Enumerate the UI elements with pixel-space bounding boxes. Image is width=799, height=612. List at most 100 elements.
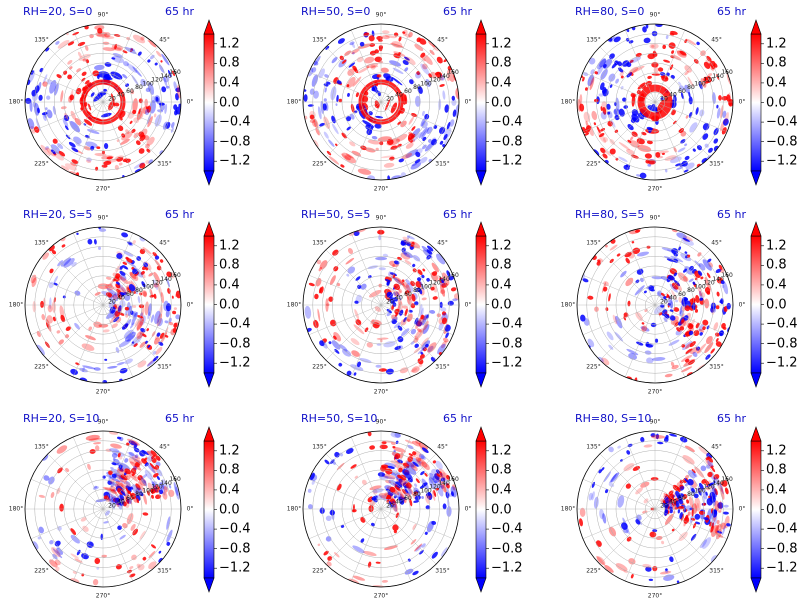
angular-gridline [380, 508, 454, 539]
angular-gridline [582, 101, 656, 132]
panel-title: RH=20, S=5 [23, 208, 93, 221]
colorbar-tick-label: −0.4 [766, 316, 798, 332]
colorbar-extend-bottom [475, 170, 487, 186]
angular-tick-label: 315° [435, 363, 450, 371]
angular-gridline [47, 249, 104, 306]
colorbar [475, 221, 489, 388]
colorbar-tick-label: 1.2 [491, 443, 512, 459]
radial-tick-label: 100 [142, 487, 154, 494]
angular-gridline [599, 101, 656, 158]
radial-tick-label: 20 [386, 502, 394, 509]
radial-tick-label: 20 [660, 502, 668, 509]
colorbar-extend-top [475, 426, 487, 442]
colorbar-extend-bottom [475, 577, 487, 593]
radial-tick-label: 40 [117, 92, 125, 99]
colorbar-tick-label: −1.2 [766, 153, 798, 169]
colorbar-tick-label: −1.2 [491, 355, 523, 371]
angular-tick-label: 270° [373, 388, 389, 396]
colorbar-tick-label: −0.8 [766, 541, 798, 557]
angular-gridline [325, 453, 382, 510]
colorbar-tick-label: 0.4 [491, 482, 512, 498]
colorbar-tick-label: −0.4 [219, 114, 251, 130]
angular-gridline [380, 101, 437, 158]
radial-tick-label: 20 [660, 95, 668, 102]
radial-tick-label: 20 [108, 502, 116, 509]
angular-tick-label: 270° [95, 388, 111, 396]
radial-tick-label: 60 [126, 291, 134, 298]
panel-title: RH=20, S=0 [23, 5, 93, 18]
colorbar-tick-label: 1.2 [766, 238, 787, 254]
angular-gridline [380, 29, 411, 103]
angular-tick-label: 225° [586, 363, 601, 371]
angular-gridline [380, 304, 454, 335]
angular-tick-label: 0° [464, 98, 472, 106]
colorbar-tick-label: 0.0 [766, 502, 787, 517]
angular-tick-label: 0° [464, 505, 472, 513]
polar-axis-outline [302, 23, 460, 181]
angular-tick-label: 315° [157, 567, 172, 575]
angular-gridline [380, 232, 411, 306]
colorbar-tick-label: 0.0 [766, 297, 787, 312]
angular-gridline [654, 101, 728, 132]
radial-tick-label: 120 [429, 280, 441, 287]
angular-tick-label: 315° [709, 160, 724, 168]
angular-gridline [30, 72, 104, 103]
polar-axis-outline [302, 430, 460, 588]
panel-time-label: 65 hr [717, 412, 746, 425]
angular-gridline [73, 304, 104, 378]
colorbar-tick-label: 0.0 [491, 502, 512, 517]
angular-tick-label: 45° [437, 239, 448, 247]
colorbar-extend-top [203, 426, 215, 442]
colorbar-tick-label: −0.4 [491, 114, 523, 130]
colorbar-tick-label: 0.8 [766, 257, 787, 273]
angular-gridline [73, 508, 104, 582]
colorbar-extend-bottom [203, 170, 215, 186]
angular-gridline [380, 46, 437, 103]
radial-tick-label: 100 [694, 487, 706, 494]
colorbar-tick-label: −0.8 [766, 134, 798, 150]
radial-tick-label: 120 [151, 77, 163, 84]
colorbar-tick-label: 0.4 [766, 277, 787, 293]
angular-gridline [654, 275, 728, 306]
angular-gridline [351, 101, 382, 175]
angular-gridline [325, 101, 382, 158]
panel-time-label: 65 hr [165, 5, 194, 18]
colorbar-tick-label: 1.2 [491, 238, 512, 254]
radial-tick-label: 120 [151, 484, 163, 491]
angular-gridline [380, 72, 454, 103]
angular-gridline [47, 304, 104, 361]
colorbar-extend-bottom [750, 372, 762, 388]
angular-tick-label: 315° [157, 160, 172, 168]
radial-tick-label: 80 [135, 491, 143, 498]
angular-gridline [582, 72, 656, 103]
angular-gridline [625, 101, 656, 175]
radial-tick-label: 100 [142, 283, 154, 290]
colorbar-tick-label: −0.8 [219, 541, 251, 557]
angular-tick-label: 270° [95, 185, 111, 193]
panel-time-label: 65 hr [717, 5, 746, 18]
angular-gridline [351, 29, 382, 103]
angular-tick-label: 225° [34, 567, 49, 575]
angular-tick-label: 315° [435, 160, 450, 168]
angular-gridline [380, 249, 437, 306]
angular-gridline [308, 479, 382, 510]
angular-gridline [325, 508, 382, 565]
angular-gridline [102, 508, 176, 539]
angular-tick-label: 135° [586, 239, 601, 247]
angular-gridline [47, 508, 104, 565]
angular-tick-label: 45° [711, 443, 722, 451]
colorbar-tick-label: 0.4 [766, 75, 787, 91]
angular-tick-label: 90° [649, 11, 661, 19]
radial-tick-label: 140 [712, 276, 724, 283]
angular-tick-label: 135° [312, 443, 327, 451]
colorbar-tick-label: 1.2 [491, 36, 512, 52]
colorbar [750, 19, 764, 186]
angular-gridline [654, 249, 711, 306]
angular-tick-label: 0° [738, 98, 746, 106]
angular-tick-label: 180° [8, 98, 24, 106]
angular-tick-label: 45° [437, 36, 448, 44]
angular-gridline [47, 46, 104, 103]
colorbar-tick-label: −1.2 [219, 355, 251, 371]
